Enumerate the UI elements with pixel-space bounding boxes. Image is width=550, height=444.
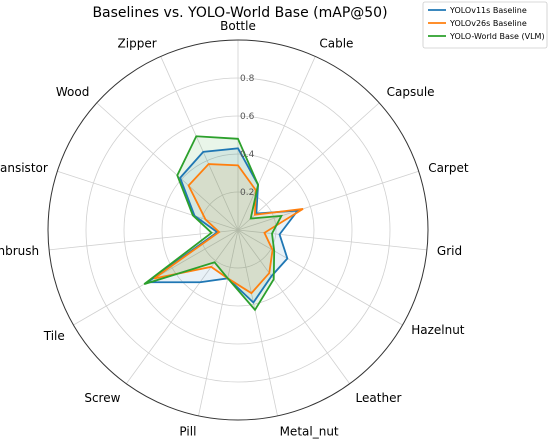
spoke-zipper xyxy=(160,56,239,231)
spoke-screw xyxy=(125,229,239,384)
spoke-leather xyxy=(237,229,351,384)
legend: YOLOv11s Baseline YOLOv26s Baseline YOLO-W… xyxy=(422,1,548,49)
category-label-grid: Grid xyxy=(437,244,462,258)
category-label-bottle: Bottle xyxy=(220,19,256,33)
legend-label-2: YOLOv26s Baseline xyxy=(449,19,527,28)
series-fill-1 xyxy=(147,148,298,303)
spoke-capsule xyxy=(237,102,380,231)
legend-label-3: YOLO-World Base (VLM) xyxy=(449,32,545,41)
radar-series xyxy=(143,135,304,312)
category-label-capsule: Capsule xyxy=(387,85,435,99)
series-line-3 xyxy=(143,135,283,312)
category-label-transistor: Transistor xyxy=(0,161,48,175)
r-tick-label-1: 0.2 xyxy=(240,188,254,198)
spoke-wood xyxy=(96,102,239,231)
r-tick-label-2: 0.4 xyxy=(240,150,255,160)
spoke-carpet xyxy=(237,170,419,231)
category-labels: Bottle Cable Capsule Carpet Grid Hazelnut Leat… xyxy=(0,19,469,439)
category-label-wood: Wood xyxy=(56,85,89,99)
series-fill-3 xyxy=(144,136,282,310)
spoke-transistor xyxy=(57,170,239,231)
category-label-leather: Leather xyxy=(356,391,402,405)
category-label-carpet: Carpet xyxy=(428,161,469,175)
category-label-metal-nut: Metal_nut xyxy=(280,425,339,439)
category-label-pill: Pill xyxy=(179,425,196,439)
spoke-cable xyxy=(237,56,316,231)
category-label-tile: Tile xyxy=(43,329,65,343)
legend-label-1: YOLOv11s Baseline xyxy=(449,6,527,15)
category-label-screw: Screw xyxy=(84,391,120,405)
r-tick-label-4: 0.8 xyxy=(240,74,255,84)
spoke-metal-nut xyxy=(237,229,278,416)
spoke-grid xyxy=(237,229,428,251)
category-label-zipper: Zipper xyxy=(118,36,157,50)
spoke-pill xyxy=(198,229,239,416)
series-fill-2 xyxy=(154,164,304,294)
spoke-toothbrush xyxy=(48,229,239,251)
outer-frame xyxy=(47,39,429,421)
spoke-hazelnut xyxy=(237,229,403,326)
series-line-2 xyxy=(153,163,304,295)
category-label-cable: Cable xyxy=(319,36,353,50)
category-label-toothbrush: Toothbrush xyxy=(0,244,39,258)
category-label-hazelnut: Hazelnut xyxy=(411,323,465,337)
legend-box xyxy=(422,1,548,49)
radial-tick-labels: 0.2 0.4 0.6 0.8 xyxy=(240,74,255,198)
chart-title: Baselines vs. YOLO-World Base (mAP@50) xyxy=(92,5,387,21)
r-tick-label-3: 0.6 xyxy=(240,112,255,122)
